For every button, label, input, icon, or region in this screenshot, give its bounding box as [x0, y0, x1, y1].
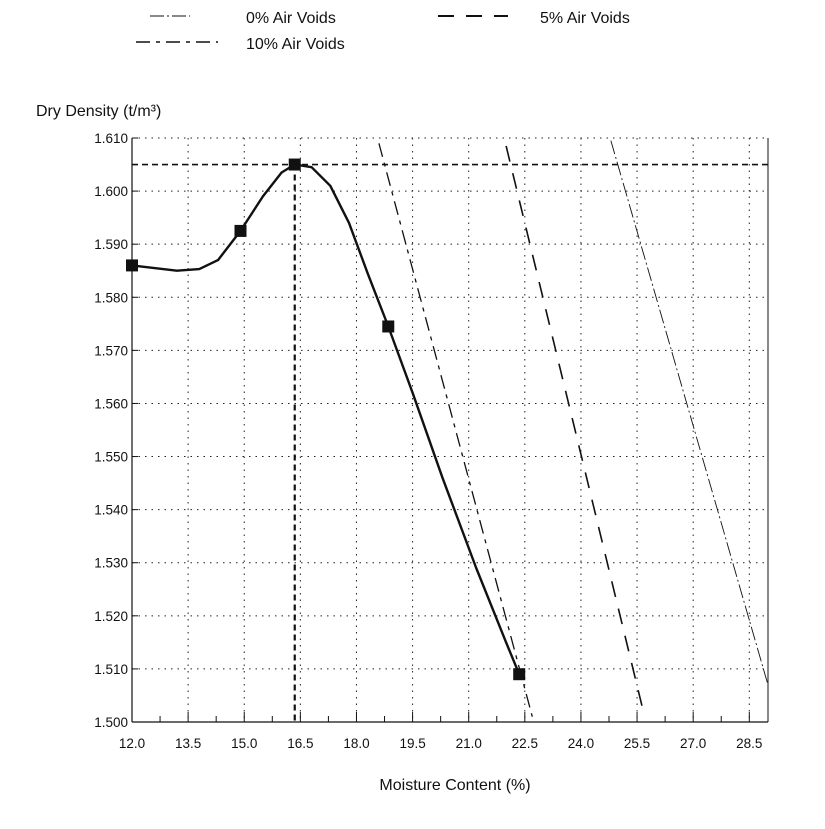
x-tick-label: 13.5 [175, 736, 201, 751]
data-point-marker [234, 224, 247, 237]
y-tick-label: 1.580 [94, 290, 128, 305]
legend-label-0-air-voids: 0% Air Voids [246, 10, 336, 27]
data-point-marker [382, 320, 395, 333]
y-tick-label: 1.510 [94, 662, 128, 677]
y-tick-label: 1.570 [94, 343, 128, 358]
legend-label-10-air-voids: 10% Air Voids [246, 36, 345, 53]
y-tick-label: 1.500 [94, 715, 128, 730]
y-tick-label: 1.530 [94, 556, 128, 571]
x-axis-title: Moisture Content (%) [379, 777, 530, 794]
y-tick-label: 1.610 [94, 131, 128, 146]
grid [131, 137, 768, 723]
x-tick-label: 24.0 [568, 736, 594, 751]
air-voids-5-line [505, 145, 644, 709]
air-voids-0-line [610, 140, 769, 685]
x-tick-label: 25.5 [624, 736, 650, 751]
y-tick-label: 1.550 [94, 450, 128, 465]
data-points [126, 158, 526, 681]
air-voids-10-line [378, 143, 533, 717]
legend: 0% Air Voids 5% Air Voids 10% Air Voids [136, 10, 630, 53]
y-axis-title: Dry Density (t/m³) [36, 103, 161, 120]
y-tick-label: 1.590 [94, 237, 128, 252]
x-tick-label: 12.0 [119, 736, 145, 751]
x-tick-label: 19.5 [399, 736, 425, 751]
data-point-marker [126, 259, 138, 272]
y-tick-label: 1.540 [94, 503, 128, 518]
y-tick-label: 1.560 [94, 396, 128, 411]
data-point-marker [513, 668, 526, 681]
x-tick-label: 16.5 [287, 736, 313, 751]
x-tick-label: 18.0 [343, 736, 369, 751]
x-tick-label: 21.0 [456, 736, 482, 751]
y-tick-label: 1.520 [94, 609, 128, 624]
x-tick-label: 15.0 [231, 736, 257, 751]
x-tick-label: 22.5 [512, 736, 538, 751]
plot-frame [131, 138, 769, 723]
compaction-curve [131, 163, 521, 675]
axis-ticks: 12.0 13.5 15.0 16.5 18.0 19.5 21.0 22.5 24.0 25.5… [94, 131, 762, 751]
x-tick-label: 28.5 [736, 736, 762, 751]
series-layer [131, 140, 769, 722]
data-point-marker [288, 158, 301, 171]
y-tick-label: 1.600 [94, 184, 128, 199]
x-tick-label: 27.0 [680, 736, 706, 751]
legend-label-5-air-voids: 5% Air Voids [540, 10, 630, 27]
